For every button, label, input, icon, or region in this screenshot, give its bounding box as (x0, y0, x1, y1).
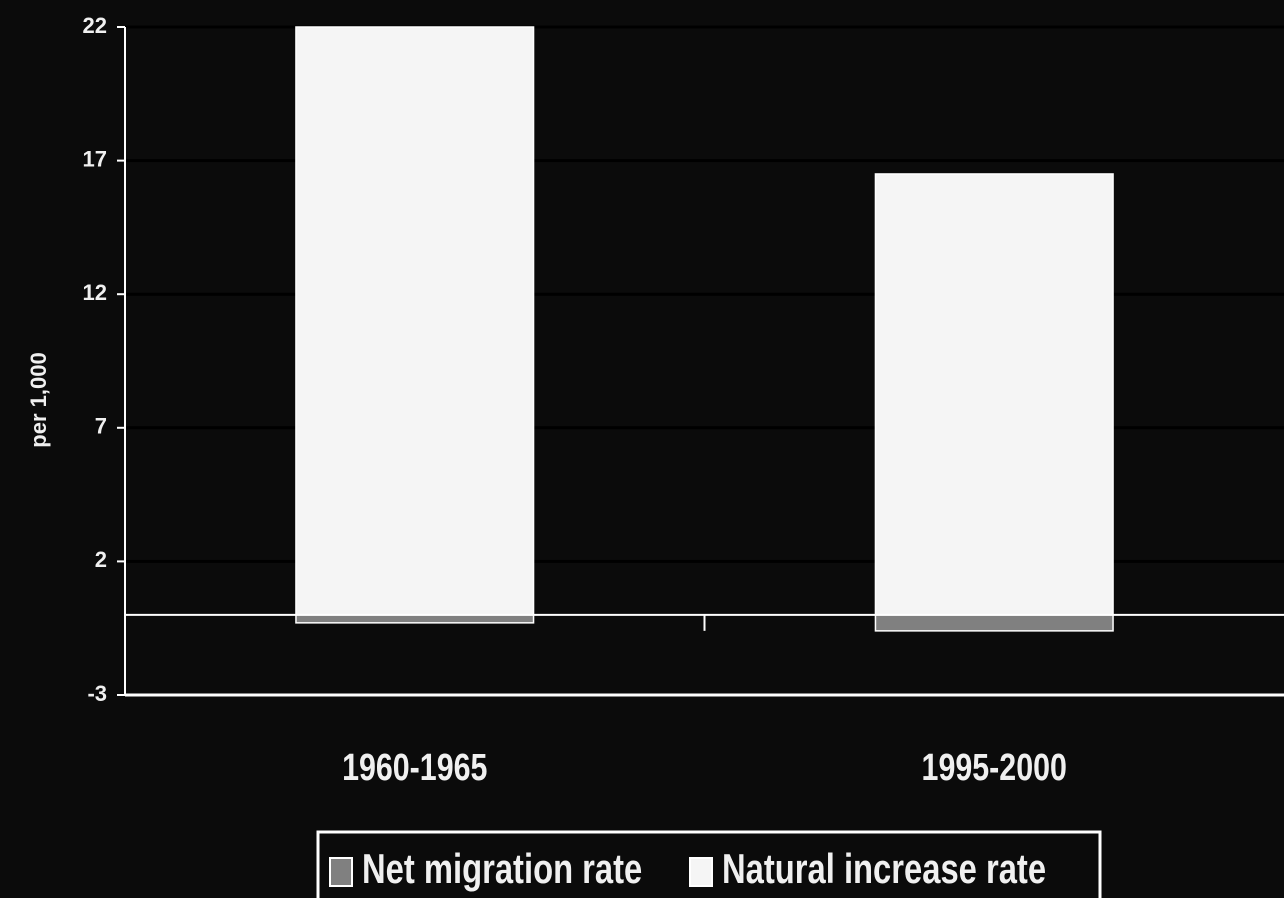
y-tick-label: 17 (83, 146, 107, 171)
y-tick-label: -3 (87, 681, 107, 706)
x-tick-label: 1960-1965 (342, 747, 487, 789)
legend-label: Natural increase rate (722, 845, 1046, 892)
legend-swatch (689, 857, 713, 887)
y-tick-label: 22 (83, 13, 107, 38)
y-tick-label: 12 (83, 280, 107, 305)
bar-segment (874, 173, 1114, 616)
bar-segment (874, 614, 1114, 632)
legend-swatch (329, 857, 353, 887)
legend-label: Net migration rate (362, 845, 642, 892)
bar-segment (295, 614, 535, 624)
x-tick-label: 1995-2000 (922, 747, 1067, 789)
y-tick-label: 2 (95, 547, 107, 572)
y-axis-label: per 1,000 (26, 352, 51, 447)
legend-box (316, 830, 1102, 898)
y-tick-label: 7 (95, 414, 107, 439)
bar-segment (295, 26, 535, 616)
